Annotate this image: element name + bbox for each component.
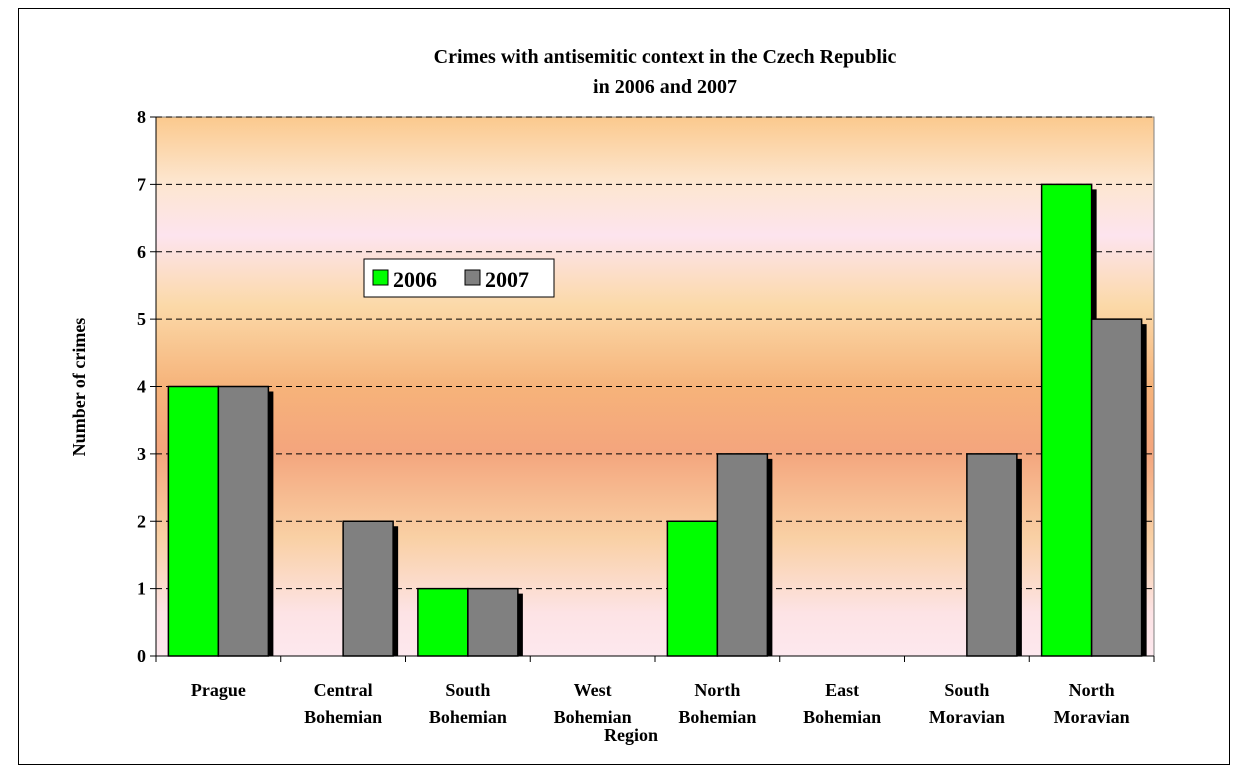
y-tick-label: 4 [137,377,146,397]
bar-2006 [666,520,719,657]
bar-2006 [167,385,220,657]
x-tick-label: Central [314,680,373,700]
x-tick-label: Bohemian [678,707,756,727]
x-tick-label: Bohemian [803,707,881,727]
legend-swatch-2006 [372,269,389,286]
x-tick-label: Bohemian [304,707,382,727]
bar-2007 [467,587,519,657]
bars-group [167,183,1147,657]
x-tick-label: Moravian [1054,707,1130,727]
y-tick-label: 6 [137,242,146,262]
y-tick-label: 5 [137,309,146,329]
x-tick-label: South [445,680,490,700]
y-tick-label: 0 [137,646,146,666]
y-axis-ticks: 0 1 2 3 4 5 6 7 8 [137,107,156,666]
x-tick-label: North [694,680,740,700]
bar-2007 [342,520,394,657]
bar-chart: 0 1 2 3 4 5 6 7 8 Prague Central Bohemian South Bohe… [69,46,1155,745]
legend-label-2007: 2007 [485,267,529,292]
bar-2006 [417,587,469,657]
bar-2007 [217,385,270,657]
bar-2006 [1040,183,1093,657]
x-tick-label: Bohemian [429,707,507,727]
bar-2007 [1090,318,1143,657]
bar-2007 [716,453,769,657]
x-axis-ticks: Prague Central Bohemian South Bohemian West Bo… [155,656,1155,727]
x-tick-label: Moravian [929,707,1005,727]
y-tick-label: 8 [137,107,146,127]
chart-title-line-2: in 2006 and 2007 [593,76,737,98]
chart-frame: 0 1 2 3 4 5 6 7 8 Prague Central Bohemian South Bohe… [18,8,1230,765]
x-tick-label: South [944,680,989,700]
legend-box [363,258,555,298]
bar-2007 [966,453,1018,657]
x-tick-label: North [1069,680,1115,700]
y-tick-label: 1 [137,579,146,599]
y-tick-label: 3 [137,444,146,464]
y-tick-label: 7 [137,174,146,194]
x-axis-label: Region [604,725,658,745]
legend-label-2006: 2006 [393,267,437,292]
x-tick-label: West [574,680,612,700]
y-tick-label: 2 [137,511,146,531]
x-tick-label: Prague [191,680,246,700]
chart-title-line-1: Crimes with antisemitic context in the C… [434,46,897,68]
legend: 2006 2007 [363,258,555,298]
x-tick-label: Bohemian [554,707,632,727]
x-tick-label: East [825,680,859,700]
y-axis-label: Number of crimes [69,318,89,457]
legend-swatch-2007 [464,269,481,286]
